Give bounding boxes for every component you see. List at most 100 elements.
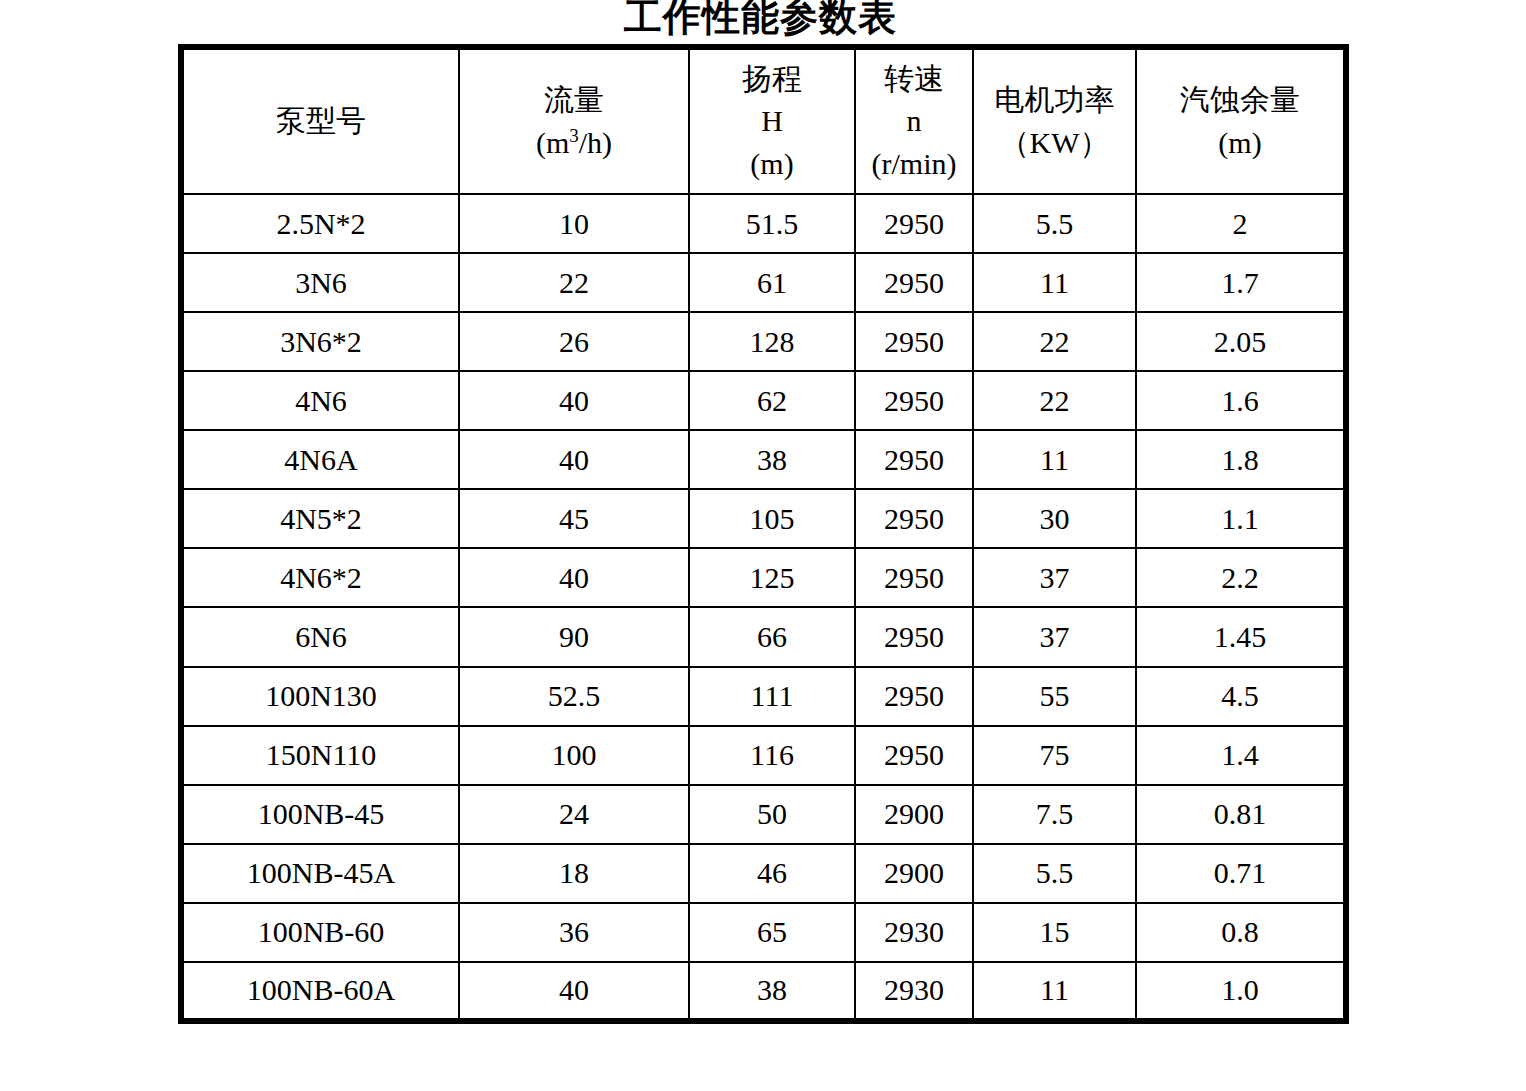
table-row: 4N5*2451052950301.1 (181, 489, 1346, 548)
table-cell: 40 (459, 430, 689, 489)
table-cell: 1.1 (1136, 489, 1346, 548)
table-cell: 1.45 (1136, 607, 1346, 666)
table-cell: 4N6 (181, 371, 459, 430)
table-cell: 7.5 (973, 785, 1136, 844)
page: 工作性能参数表 泵型号 流量 (m3/h) 扬程 H ( (0, 0, 1526, 1091)
table-cell: 1.7 (1136, 253, 1346, 312)
table-cell: 2.2 (1136, 548, 1346, 607)
table-row: 4N6*2401252950372.2 (181, 548, 1346, 607)
table-cell: 24 (459, 785, 689, 844)
table-row: 100NB-60A40382930111.0 (181, 962, 1346, 1021)
table-cell: 125 (689, 548, 855, 607)
table-row: 3N622612950111.7 (181, 253, 1346, 312)
table-row: 150N1101001162950751.4 (181, 726, 1346, 785)
table-cell: 66 (689, 607, 855, 666)
table-cell: 1.6 (1136, 371, 1346, 430)
table-cell: 150N110 (181, 726, 459, 785)
table-cell: 2930 (855, 962, 973, 1021)
table-row: 4N6A40382950111.8 (181, 430, 1346, 489)
table-cell: 2930 (855, 903, 973, 962)
table-cell: 26 (459, 312, 689, 371)
table-cell: 2900 (855, 785, 973, 844)
table-cell: 5.5 (973, 194, 1136, 253)
table-cell: 100NB-60A (181, 962, 459, 1021)
table-cell: 3N6 (181, 253, 459, 312)
table-row: 6N690662950371.45 (181, 607, 1346, 666)
table-cell: 4N6A (181, 430, 459, 489)
table-cell: 61 (689, 253, 855, 312)
table-cell: 1.4 (1136, 726, 1346, 785)
table-cell: 55 (973, 667, 1136, 726)
table-cell: 22 (973, 312, 1136, 371)
table-cell: 100NB-45A (181, 844, 459, 903)
table-cell: 1.8 (1136, 430, 1346, 489)
table-cell: 50 (689, 785, 855, 844)
table-cell: 2.05 (1136, 312, 1346, 371)
table-cell: 51.5 (689, 194, 855, 253)
table-cell: 105 (689, 489, 855, 548)
table-cell: 4.5 (1136, 667, 1346, 726)
table-cell: 0.8 (1136, 903, 1346, 962)
table-cell: 100 (459, 726, 689, 785)
table-cell: 2950 (855, 194, 973, 253)
table-cell: 2950 (855, 726, 973, 785)
table-cell: 15 (973, 903, 1136, 962)
table-cell: 2950 (855, 312, 973, 371)
table-cell: 2950 (855, 667, 973, 726)
table-cell: 100NB-45 (181, 785, 459, 844)
table-cell: 38 (689, 430, 855, 489)
table-row: 3N6*2261282950222.05 (181, 312, 1346, 371)
table-cell: 40 (459, 962, 689, 1021)
table-cell: 40 (459, 548, 689, 607)
table-cell: 40 (459, 371, 689, 430)
table-cell: 6N6 (181, 607, 459, 666)
table-cell: 22 (459, 253, 689, 312)
table-cell: 111 (689, 667, 855, 726)
table-cell: 30 (973, 489, 1136, 548)
header-head: 扬程 H (m) (689, 47, 855, 194)
table-cell: 18 (459, 844, 689, 903)
table-cell: 2950 (855, 430, 973, 489)
page-title: 工作性能参数表 (178, 0, 1343, 43)
table-cell: 1.0 (1136, 962, 1346, 1021)
table-cell: 2950 (855, 489, 973, 548)
table-cell: 2950 (855, 607, 973, 666)
table-cell: 128 (689, 312, 855, 371)
table-cell: 0.71 (1136, 844, 1346, 903)
header-flow: 流量 (m3/h) (459, 47, 689, 194)
table-cell: 22 (973, 371, 1136, 430)
performance-table: 泵型号 流量 (m3/h) 扬程 H (m) 转速 n (r/min) 电机 (178, 44, 1349, 1024)
table-cell: 62 (689, 371, 855, 430)
table-cell: 4N5*2 (181, 489, 459, 548)
header-npsh: 汽蚀余量 (m) (1136, 47, 1346, 194)
table-cell: 2.5N*2 (181, 194, 459, 253)
table-cell: 38 (689, 962, 855, 1021)
header-pump-model: 泵型号 (181, 47, 459, 194)
table-row: 100NB-45A184629005.50.71 (181, 844, 1346, 903)
table-cell: 2950 (855, 548, 973, 607)
table-cell: 2950 (855, 253, 973, 312)
table-cell: 2 (1136, 194, 1346, 253)
table-cell: 10 (459, 194, 689, 253)
table-cell: 0.81 (1136, 785, 1346, 844)
table-row: 100N13052.51112950554.5 (181, 667, 1346, 726)
table-row: 100NB-45245029007.50.81 (181, 785, 1346, 844)
table-cell: 116 (689, 726, 855, 785)
table-cell: 2900 (855, 844, 973, 903)
table-cell: 37 (973, 548, 1136, 607)
table-cell: 5.5 (973, 844, 1136, 903)
table-cell: 36 (459, 903, 689, 962)
table-cell: 46 (689, 844, 855, 903)
header-row: 泵型号 流量 (m3/h) 扬程 H (m) 转速 n (r/min) 电机 (181, 47, 1346, 194)
table-cell: 75 (973, 726, 1136, 785)
table-row: 2.5N*21051.529505.52 (181, 194, 1346, 253)
table-row: 4N640622950221.6 (181, 371, 1346, 430)
table-cell: 100N130 (181, 667, 459, 726)
table-row: 100NB-6036652930150.8 (181, 903, 1346, 962)
table-cell: 11 (973, 253, 1136, 312)
table-cell: 3N6*2 (181, 312, 459, 371)
table-cell: 45 (459, 489, 689, 548)
table-cell: 4N6*2 (181, 548, 459, 607)
header-speed: 转速 n (r/min) (855, 47, 973, 194)
header-power: 电机功率 （KW） (973, 47, 1136, 194)
